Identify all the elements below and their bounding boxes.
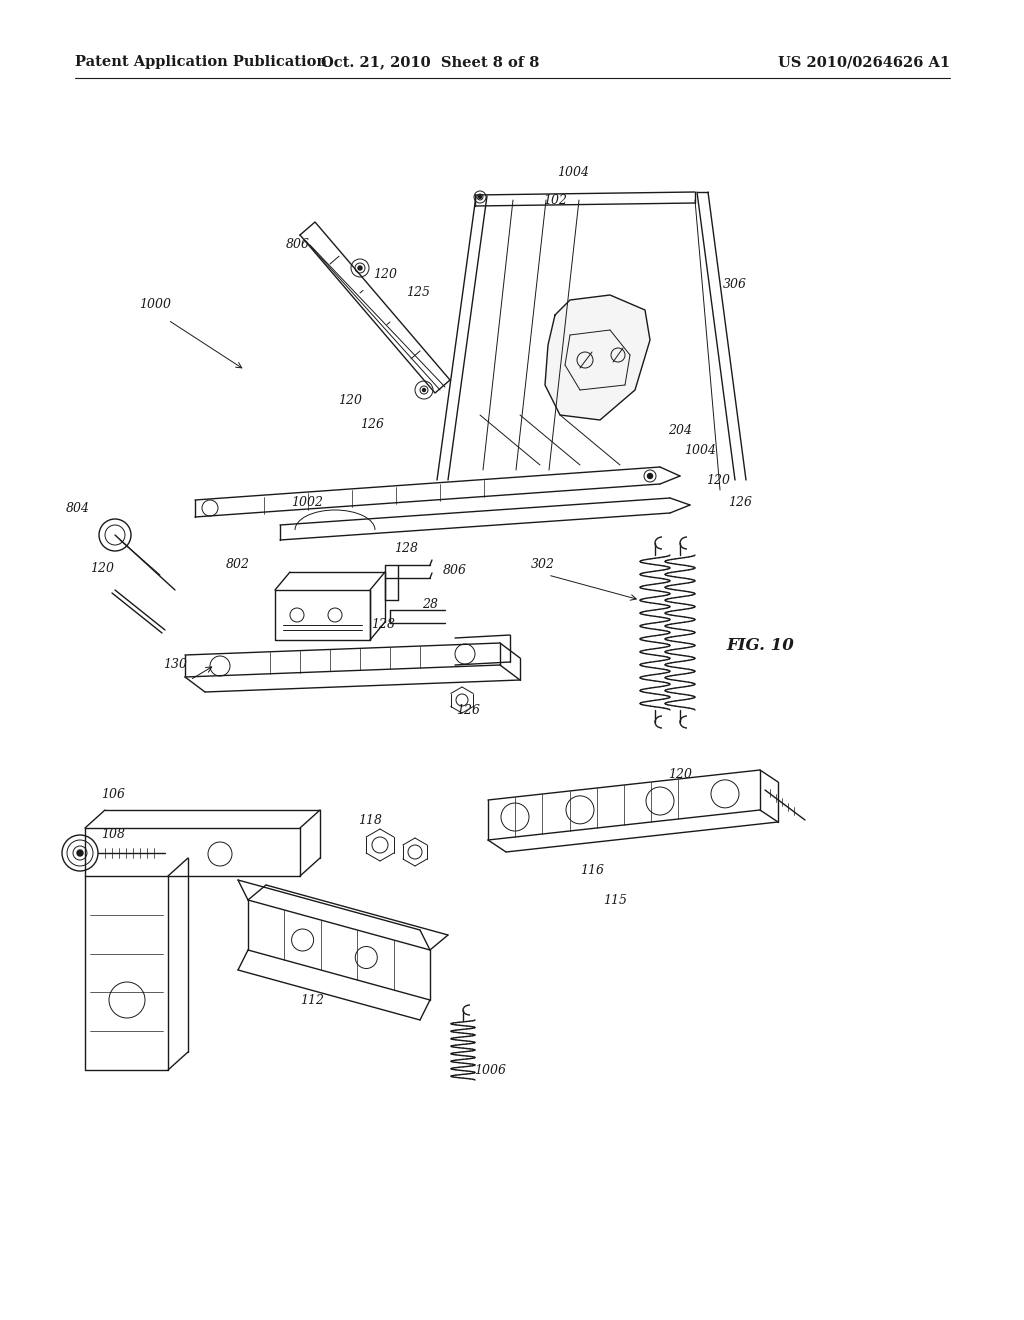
Text: 1004: 1004 [684, 444, 716, 457]
Text: FIG. 10: FIG. 10 [726, 636, 794, 653]
Text: 1000: 1000 [139, 298, 171, 312]
Text: 120: 120 [668, 768, 692, 781]
Circle shape [647, 474, 652, 479]
Text: 125: 125 [406, 285, 430, 298]
Text: 806: 806 [286, 239, 310, 252]
Circle shape [77, 850, 83, 855]
Text: 128: 128 [394, 541, 418, 554]
Text: 204: 204 [668, 424, 692, 437]
Text: 1004: 1004 [557, 165, 589, 178]
Text: 126: 126 [456, 704, 480, 717]
Text: 1006: 1006 [474, 1064, 506, 1077]
Circle shape [423, 388, 426, 392]
Text: 130: 130 [163, 659, 187, 672]
Text: 116: 116 [580, 863, 604, 876]
Text: 806: 806 [443, 564, 467, 577]
Text: 802: 802 [226, 558, 250, 572]
Text: 102: 102 [543, 194, 567, 206]
Text: 106: 106 [101, 788, 125, 801]
Text: 118: 118 [358, 813, 382, 826]
Text: Oct. 21, 2010  Sheet 8 of 8: Oct. 21, 2010 Sheet 8 of 8 [321, 55, 540, 69]
Text: 306: 306 [723, 279, 746, 292]
Text: 120: 120 [373, 268, 397, 281]
Text: 128: 128 [371, 619, 395, 631]
Text: 1002: 1002 [291, 495, 323, 508]
Text: US 2010/0264626 A1: US 2010/0264626 A1 [778, 55, 950, 69]
Text: Patent Application Publication: Patent Application Publication [75, 55, 327, 69]
Text: 108: 108 [101, 829, 125, 842]
Circle shape [358, 267, 362, 271]
Text: 28: 28 [422, 598, 438, 611]
Text: 804: 804 [66, 502, 90, 515]
Text: 126: 126 [728, 496, 752, 510]
Circle shape [478, 195, 481, 198]
Text: 115: 115 [603, 894, 627, 907]
Text: 302: 302 [531, 558, 555, 572]
Text: 120: 120 [338, 393, 362, 407]
Polygon shape [545, 294, 650, 420]
Text: 112: 112 [300, 994, 324, 1006]
Text: 120: 120 [706, 474, 730, 487]
Text: 126: 126 [360, 418, 384, 432]
Text: 120: 120 [90, 561, 114, 574]
